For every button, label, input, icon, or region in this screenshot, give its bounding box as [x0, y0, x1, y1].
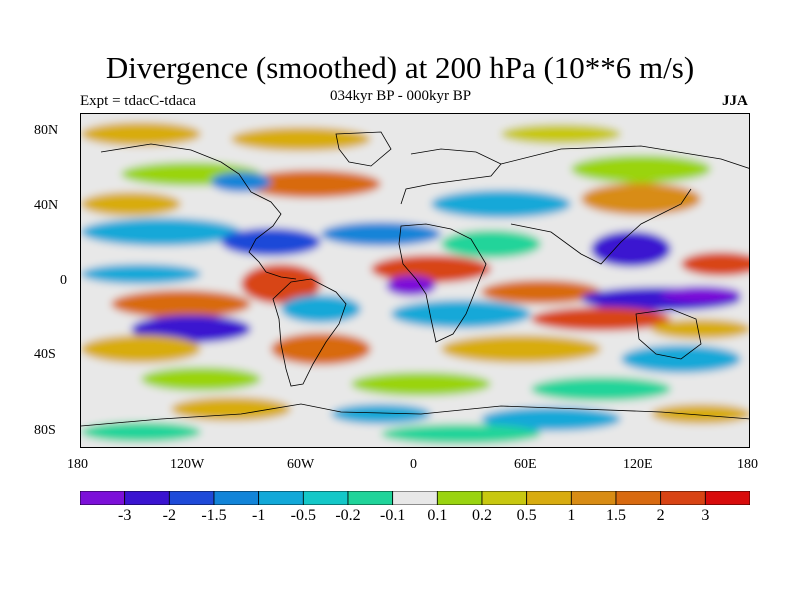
period-label: 034kyr BP - 000kyr BP — [330, 88, 472, 104]
colorbar-label: -3 — [117, 507, 132, 524]
colorbar-label: -0.2 — [335, 507, 361, 524]
colorbar-label: 0.5 — [516, 507, 537, 524]
colorbar-swatch — [481, 491, 528, 505]
lon-label-0: 0 — [410, 457, 417, 472]
lon-label-180w: 180 — [67, 457, 88, 472]
season-label: JJA — [722, 93, 748, 109]
colorbar-swatch — [80, 491, 126, 505]
lon-label-120e: 120E — [623, 457, 653, 472]
colorbar-label: -1 — [251, 507, 266, 524]
plot-title: Divergence (smoothed) at 200 hPa (10**6 … — [105, 50, 695, 85]
colorbar-label: 0.1 — [427, 507, 448, 524]
lat-label-80n: 80N — [34, 123, 59, 138]
colorbar-label: -1.5 — [201, 507, 227, 524]
colorbar-label: 1 — [567, 507, 576, 524]
lat-label-40s: 40S — [34, 347, 56, 362]
lat-label-80s: 80S — [34, 423, 56, 438]
colorbar-swatch — [526, 491, 572, 505]
colorbar-label: 0.2 — [472, 507, 492, 524]
colorbar-swatch — [704, 491, 750, 505]
lat-label-40n: 40N — [34, 198, 59, 213]
colorbar-label: -2 — [162, 507, 176, 524]
divergence-field — [81, 114, 749, 447]
coastlines — [81, 131, 749, 427]
map-panel — [80, 113, 750, 448]
lon-label-120w: 120W — [170, 457, 205, 472]
colorbar-label: -0.1 — [379, 507, 406, 524]
lat-label-0: 0 — [60, 273, 67, 288]
colorbar-swatch — [258, 491, 304, 505]
colorbar-swatch — [347, 491, 394, 505]
colorbar-swatch — [392, 491, 438, 505]
colorbar-swatch — [615, 491, 662, 505]
colorbar-swatch — [436, 491, 483, 505]
lon-label-60w: 60W — [287, 457, 315, 472]
colorbar-label: 2 — [656, 507, 665, 524]
colorbar-swatch — [660, 491, 706, 505]
lon-label-180e: 180 — [737, 457, 758, 472]
colorbar-label: -0.5 — [290, 507, 316, 524]
colorbar-swatch — [213, 491, 260, 505]
colorbar-swatch — [302, 491, 349, 505]
colorbar-swatch — [124, 491, 170, 505]
lon-label-60e: 60E — [514, 457, 537, 472]
colorbar-swatch — [570, 491, 617, 505]
colorbar-label: 1.5 — [606, 507, 626, 524]
experiment-label: Expt = tdacC-tdaca — [80, 93, 196, 109]
colorbar-label: 3 — [701, 507, 710, 524]
colorbar-swatch — [168, 491, 215, 505]
colorbar — [80, 491, 750, 505]
